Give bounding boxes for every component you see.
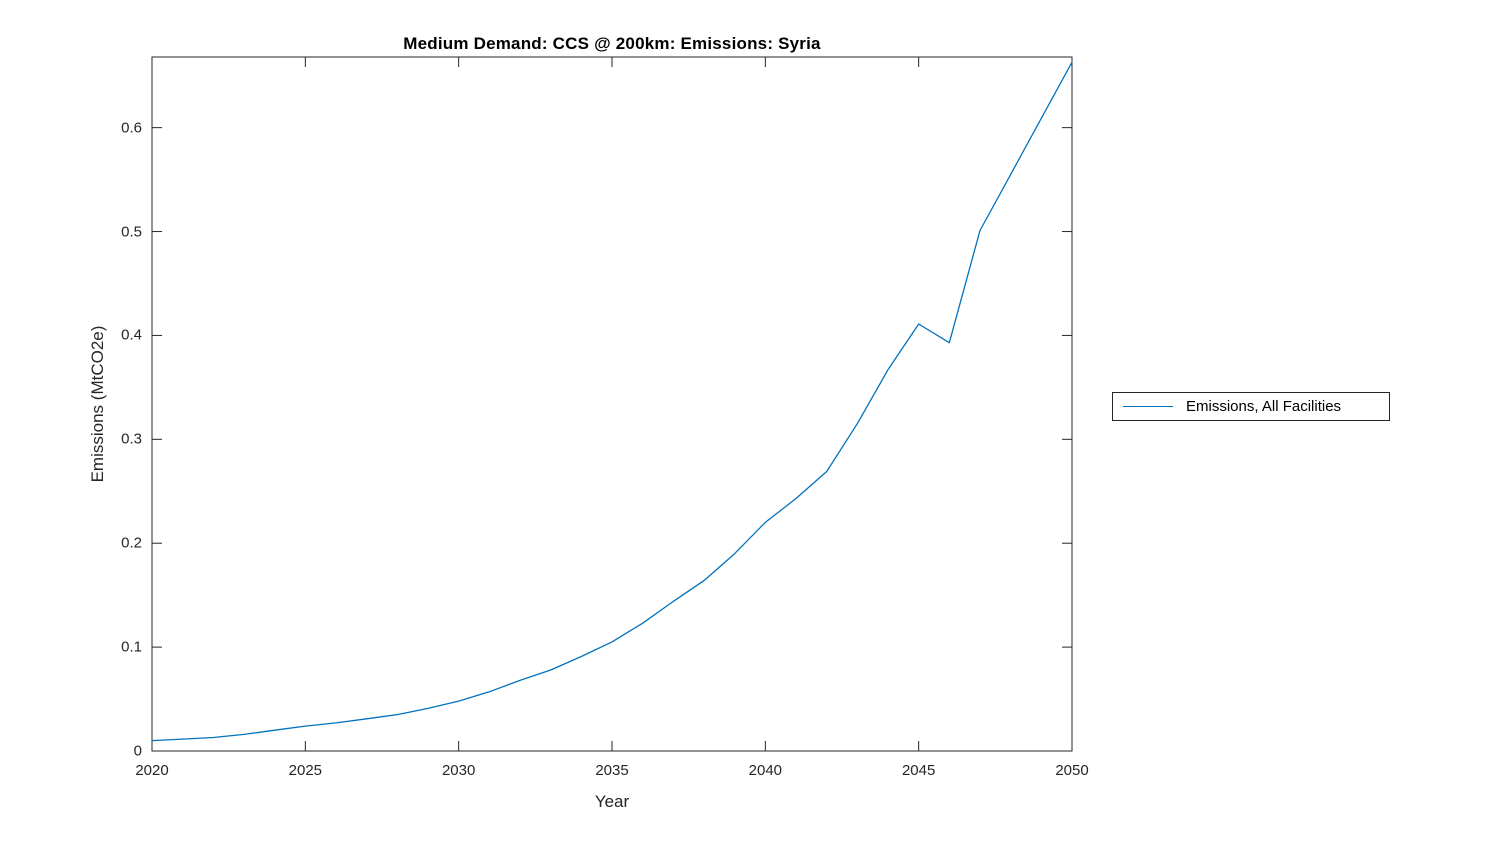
axis-ticks (151, 57, 1073, 752)
y-tick-label: 0.6 (121, 119, 142, 137)
legend-line-sample (1123, 406, 1173, 407)
x-tick-label: 2035 (595, 762, 629, 779)
y-tick-label: 0.2 (121, 534, 142, 552)
x-tick-label: 2025 (288, 762, 323, 779)
y-tick-label: 0.5 (121, 223, 142, 241)
x-tick-label: 2050 (1055, 762, 1089, 779)
x-tick-label: 2045 (901, 762, 936, 779)
x-tick-label: 2030 (441, 762, 476, 779)
x-axis-label: Year (594, 792, 630, 811)
emissions-line-series (151, 61, 1073, 742)
x-tick-label: 2020 (135, 762, 169, 779)
y-tick-label: 0.4 (121, 326, 142, 344)
y-tick-label: 0.1 (121, 638, 142, 656)
y-tick-label: 0.3 (121, 430, 142, 448)
y-axis-label: Emissions (MtCO2e) (88, 325, 107, 483)
axes-box (151, 56, 1073, 752)
chart-title: Medium Demand: CCS @ 200km: Emissions: S… (403, 34, 821, 53)
y-tick-label: 0 (133, 742, 142, 760)
legend-box: Emissions, All Facilities (1112, 392, 1390, 421)
x-tick-label: 2040 (748, 762, 783, 779)
legend-entry-label: Emissions, All Facilities (1186, 398, 1342, 415)
